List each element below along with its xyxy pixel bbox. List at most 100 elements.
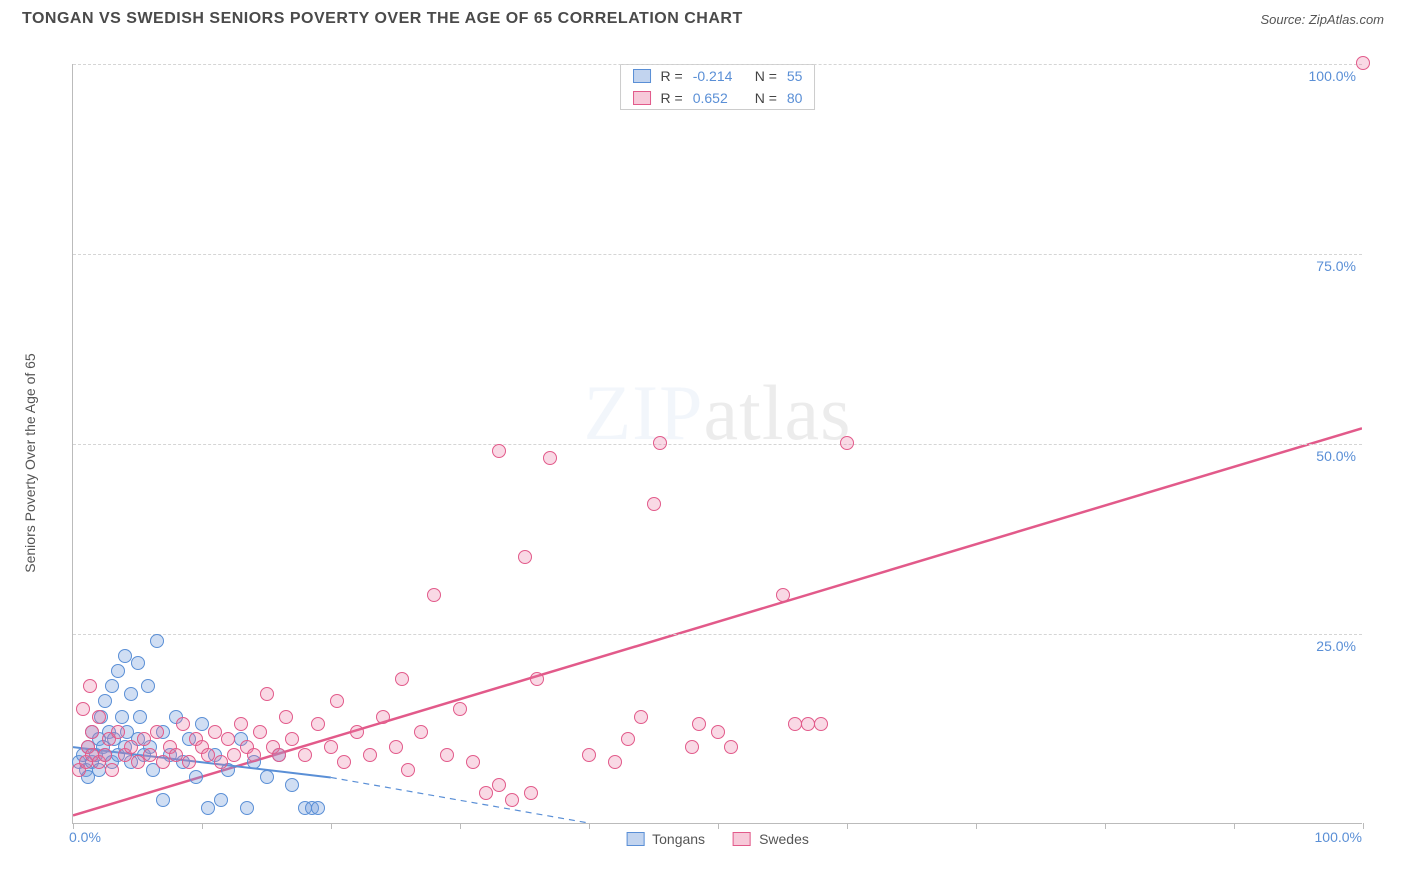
point-swede <box>298 748 312 762</box>
point-swede <box>801 717 815 731</box>
x-axis-min-label: 0.0% <box>69 829 101 845</box>
point-swede <box>272 748 286 762</box>
point-swede <box>543 451 557 465</box>
chart-container: Seniors Poverty Over the Age of 65 ZIPat… <box>22 40 1382 870</box>
gridline <box>73 444 1362 445</box>
point-swede <box>530 672 544 686</box>
point-swede <box>582 748 596 762</box>
point-swede <box>227 748 241 762</box>
point-swede <box>453 702 467 716</box>
point-swede <box>401 763 415 777</box>
x-tick <box>847 823 848 829</box>
legend-item-swedes: Swedes <box>733 831 809 847</box>
point-swede <box>350 725 364 739</box>
x-tick <box>202 823 203 829</box>
point-swede <box>685 740 699 754</box>
y-tick-label: 50.0% <box>1316 444 1356 464</box>
point-tongan <box>240 801 254 815</box>
gridline <box>73 254 1362 255</box>
y-axis-label: Seniors Poverty Over the Age of 65 <box>22 353 38 572</box>
point-swede <box>150 725 164 739</box>
point-swede <box>85 725 99 739</box>
point-swede <box>724 740 738 754</box>
point-swede <box>840 436 854 450</box>
point-tongan <box>214 793 228 807</box>
point-swede <box>311 717 325 731</box>
x-axis-max-label: 100.0% <box>1315 829 1362 845</box>
y-tick-label: 75.0% <box>1316 254 1356 274</box>
point-swede <box>492 444 506 458</box>
gridline <box>73 634 1362 635</box>
x-tick <box>589 823 590 829</box>
point-swede <box>143 748 157 762</box>
point-swede <box>260 687 274 701</box>
point-swede <box>518 550 532 564</box>
legend-item-tongans: Tongans <box>626 831 705 847</box>
point-tongan <box>141 679 155 693</box>
point-swede <box>814 717 828 731</box>
point-swede <box>1356 56 1370 70</box>
point-swede <box>653 436 667 450</box>
point-swede <box>479 786 493 800</box>
point-swede <box>221 732 235 746</box>
x-tick <box>1234 823 1235 829</box>
y-tick-label: 100.0% <box>1309 64 1356 84</box>
point-swede <box>234 717 248 731</box>
gridline <box>73 64 1362 65</box>
point-tongan <box>260 770 274 784</box>
point-swede <box>692 717 706 731</box>
point-swede <box>253 725 267 739</box>
x-tick <box>331 823 332 829</box>
point-swede <box>92 710 106 724</box>
point-swede <box>214 755 228 769</box>
point-tongan <box>156 793 170 807</box>
point-swede <box>389 740 403 754</box>
chart-title: TONGAN VS SWEDISH SENIORS POVERTY OVER T… <box>22 10 743 28</box>
point-swede <box>466 755 480 769</box>
point-tongan <box>115 710 129 724</box>
point-swede <box>76 702 90 716</box>
point-swede <box>176 717 190 731</box>
point-swede <box>524 786 538 800</box>
point-tongan <box>311 801 325 815</box>
point-swede <box>492 778 506 792</box>
point-swede <box>395 672 409 686</box>
point-tongan <box>124 687 138 701</box>
point-tongan <box>285 778 299 792</box>
point-tongan <box>195 717 209 731</box>
legend-row-swedes: R =0.652 N =80 <box>621 87 815 109</box>
point-swede <box>647 497 661 511</box>
swatch-tongans <box>633 69 651 83</box>
x-tick <box>718 823 719 829</box>
point-swede <box>621 732 635 746</box>
point-swede <box>324 740 338 754</box>
correlation-legend: R =-0.214 N =55 R =0.652 N =80 <box>620 64 816 110</box>
swatch-icon <box>626 832 644 846</box>
point-tongan <box>133 710 147 724</box>
x-tick <box>460 823 461 829</box>
legend-row-tongans: R =-0.214 N =55 <box>621 65 815 87</box>
point-tongan <box>111 664 125 678</box>
x-tick <box>1105 823 1106 829</box>
point-swede <box>201 748 215 762</box>
point-swede <box>414 725 428 739</box>
point-swede <box>440 748 454 762</box>
point-swede <box>337 755 351 769</box>
point-tongan <box>201 801 215 815</box>
point-swede <box>279 710 293 724</box>
point-swede <box>427 588 441 602</box>
point-swede <box>376 710 390 724</box>
y-tick-label: 25.0% <box>1316 634 1356 654</box>
point-swede <box>156 755 170 769</box>
point-swede <box>105 763 119 777</box>
scatter-plot-area: ZIPatlas R =-0.214 N =55 R =0.652 N =80 … <box>72 64 1362 824</box>
point-swede <box>634 710 648 724</box>
point-swede <box>182 755 196 769</box>
swatch-swedes <box>633 91 651 105</box>
x-tick <box>976 823 977 829</box>
point-swede <box>788 717 802 731</box>
point-swede <box>776 588 790 602</box>
point-swede <box>505 793 519 807</box>
source-credit: Source: ZipAtlas.com <box>1260 12 1384 27</box>
point-swede <box>98 748 112 762</box>
